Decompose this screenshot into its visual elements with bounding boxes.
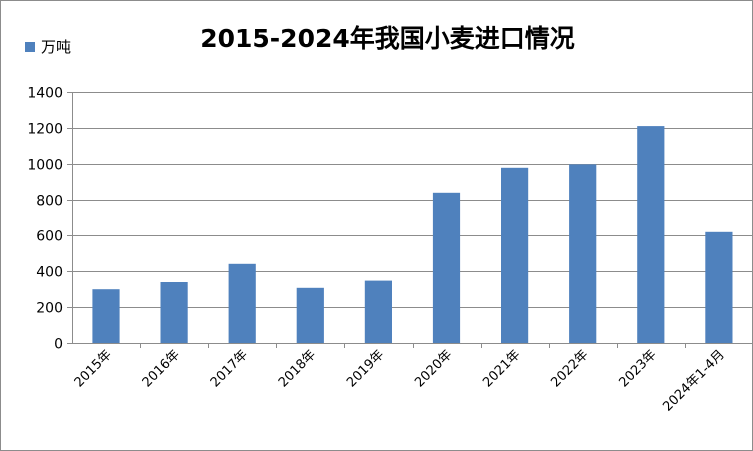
bar (296, 287, 324, 343)
bar (432, 192, 461, 343)
y-tick-label: 800 (36, 194, 63, 210)
legend-label: 万吨 (41, 38, 72, 56)
x-tick-label: 2016年 (140, 347, 183, 390)
x-tick-label: 2015年 (72, 347, 115, 390)
y-tick-label: 0 (54, 337, 63, 353)
legend: 万吨 (25, 36, 71, 57)
x-tick-label: 2024年1-4月 (660, 347, 727, 414)
chart-title: 2015-2024年我国小麦进口情况 (200, 24, 575, 53)
x-tick-label: 2017年 (208, 347, 251, 390)
y-tick-label: 400 (36, 265, 63, 281)
x-tick-label: 2018年 (276, 347, 319, 390)
x-tick-label: 2022年 (548, 347, 591, 390)
x-tick-label: 2021年 (480, 347, 523, 390)
y-tick-label: 200 (36, 301, 63, 317)
bar (705, 231, 733, 343)
x-tick-label: 2020年 (412, 347, 455, 390)
bar (569, 164, 597, 343)
bar (637, 126, 665, 343)
y-tick-label: 1000 (27, 158, 63, 174)
bar (160, 282, 188, 343)
bar (92, 289, 120, 343)
bar (501, 167, 529, 343)
y-tick-label: 1400 (27, 86, 63, 102)
bar (228, 263, 256, 343)
legend-swatch (25, 41, 35, 52)
x-tick-label: 2019年 (344, 347, 387, 390)
y-tick-label: 1200 (27, 122, 63, 138)
bar (364, 280, 392, 343)
x-tick-label: 2023年 (616, 347, 659, 390)
y-tick-label: 600 (36, 229, 63, 245)
